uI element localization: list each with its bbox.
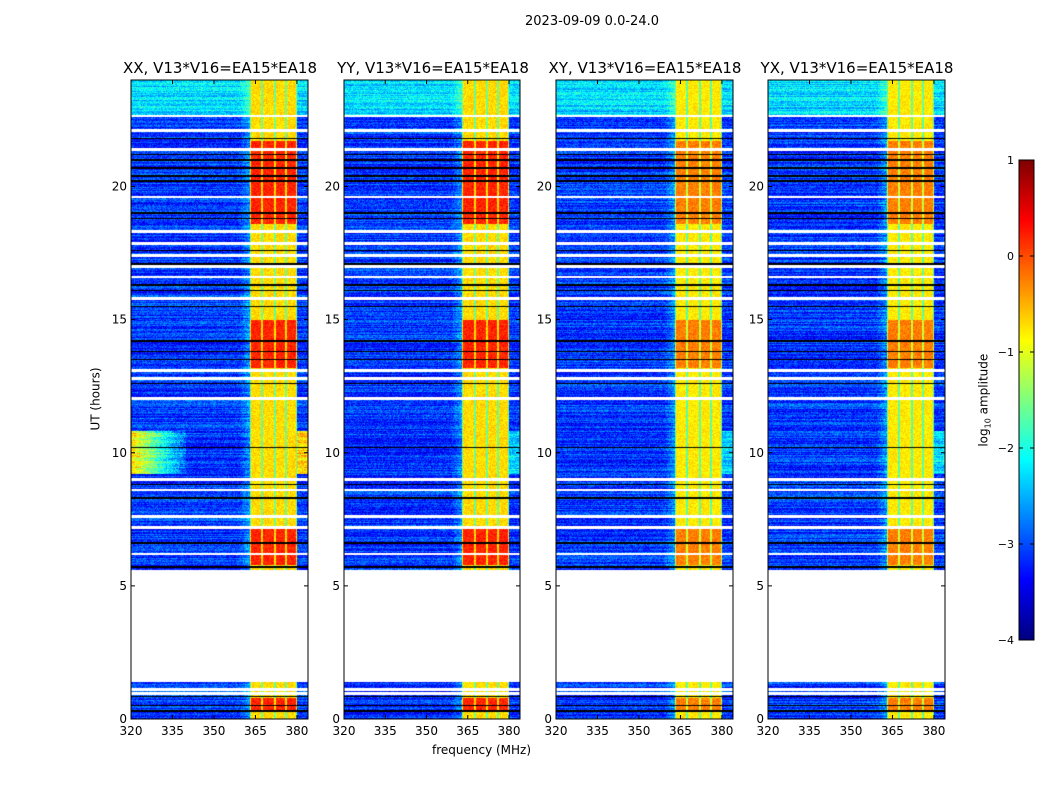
y-tick-label: 5	[544, 579, 552, 593]
x-tick-label: 380	[285, 724, 308, 738]
figure-title: 2023-09-09 0.0-24.0	[525, 14, 659, 29]
panel-frame	[343, 79, 521, 720]
panel-title-yy: YY, V13*V16=EA15*EA18	[337, 59, 529, 77]
y-tick-label: 15	[325, 313, 340, 327]
x-tick-label: 335	[586, 724, 609, 738]
y-tick-label: 5	[119, 579, 127, 593]
y-tick-label: 10	[325, 446, 340, 460]
colorbar-label: log10 amplitude	[976, 354, 992, 447]
heatmap-xy	[556, 80, 733, 719]
y-axis-label: UT (hours)	[88, 367, 103, 431]
panel-frame	[130, 79, 309, 720]
y-tick-label: 0	[119, 712, 127, 726]
heatmap-yy	[344, 80, 520, 719]
colorbar-label-log: log	[976, 428, 991, 447]
y-tick-label: 5	[756, 579, 764, 593]
colorbar-tick-label: −1	[998, 346, 1014, 359]
x-tick-label: 365	[881, 724, 904, 738]
y-tick-label: 10	[112, 446, 127, 460]
panel-frame	[555, 79, 734, 720]
x-tick-label: 335	[374, 724, 397, 738]
x-tick-label: 320	[333, 724, 356, 738]
y-tick-label: 20	[325, 180, 340, 194]
panel-frame	[767, 79, 946, 720]
colorbar-tick-label: 0	[1007, 250, 1014, 263]
x-tick-label: 380	[922, 724, 945, 738]
x-tick-label: 365	[669, 724, 692, 738]
x-tick-label: 365	[456, 724, 479, 738]
y-tick-label: 0	[756, 712, 764, 726]
heatmap-yx	[768, 80, 945, 719]
x-tick-label: 350	[415, 724, 438, 738]
y-tick-label: 20	[537, 180, 552, 194]
x-tick-label: 320	[757, 724, 780, 738]
y-tick-label: 0	[332, 712, 340, 726]
colorbar-tick-label: 1	[1007, 154, 1014, 167]
y-tick-label: 20	[112, 180, 127, 194]
colorbar-tick-label: −2	[998, 442, 1014, 455]
x-tick-label: 380	[498, 724, 521, 738]
y-tick-label: 20	[749, 180, 764, 194]
panel-title-yx: YX, V13*V16=EA15*EA18	[760, 59, 954, 77]
y-tick-label: 0	[544, 712, 552, 726]
colorbar-label-sub: 10	[983, 418, 993, 429]
heatmap-xx	[131, 80, 308, 719]
colorbar-label-rest: amplitude	[976, 353, 991, 419]
panel-title-xx: XX, V13*V16=EA15*EA18	[122, 59, 317, 77]
y-tick-label: 15	[537, 313, 552, 327]
x-tick-label: 350	[840, 724, 863, 738]
x-tick-label: 350	[628, 724, 651, 738]
x-tick-label: 320	[545, 724, 568, 738]
x-axis-label: frequency (MHz)	[432, 743, 532, 757]
y-tick-label: 15	[749, 313, 764, 327]
colorbar-frame	[1018, 159, 1035, 641]
x-tick-label: 365	[244, 724, 267, 738]
y-tick-label: 5	[332, 579, 340, 593]
x-tick-label: 350	[203, 724, 226, 738]
y-tick-label: 10	[749, 446, 764, 460]
x-tick-label: 335	[798, 724, 821, 738]
x-tick-label: 380	[710, 724, 733, 738]
x-tick-label: 335	[161, 724, 184, 738]
colorbar-tick-label: −3	[998, 538, 1014, 551]
panel-title-xy: XY, V13*V16=EA15*EA18	[548, 59, 742, 77]
x-tick-label: 320	[120, 724, 143, 738]
colorbar-tick-label: −4	[998, 634, 1014, 647]
y-tick-label: 15	[112, 313, 127, 327]
y-tick-label: 10	[537, 446, 552, 460]
colorbar	[1019, 160, 1034, 640]
